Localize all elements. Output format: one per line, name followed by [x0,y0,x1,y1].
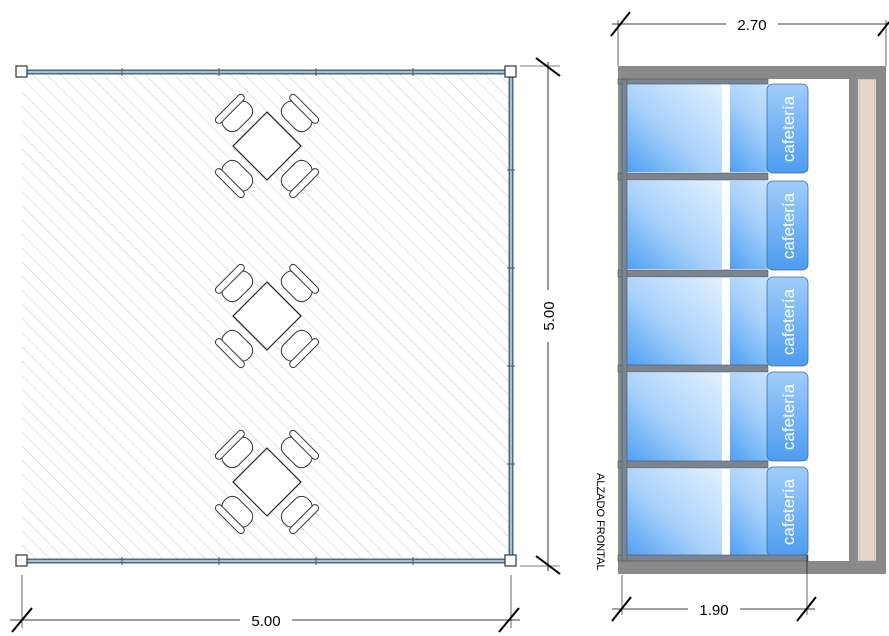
sign-panel-text: cafetería [779,95,798,162]
plan-width-label: 5.00 [251,613,280,630]
sign-panel-text: cafetería [779,478,798,545]
sign-panel-text: cafetería [779,192,798,259]
elevation-panel-width-label: 1.90 [699,602,728,619]
elevation-title: ALZADO FRONTAL [594,473,606,571]
plan-height-label: 5.00 [541,301,558,330]
sign-panel-text: cafetería [779,383,798,450]
plan-view: 5.00 5.00 [10,57,561,633]
sign-panel [766,371,809,462]
sign-panel [766,83,809,174]
elevation-sand-strip [858,78,876,562]
elevation-rails [617,78,809,562]
sign-panels [766,83,809,557]
plan-rails [22,68,515,565]
plan-corner-posts [15,65,517,567]
sign-panel-text: cafetería [779,288,798,355]
sign-panel [766,276,809,367]
elevation-view: cafetería cafetería cafetería cafetería … [594,11,889,622]
sign-panel [766,180,809,271]
elevation-width-label: 2.70 [737,17,766,34]
